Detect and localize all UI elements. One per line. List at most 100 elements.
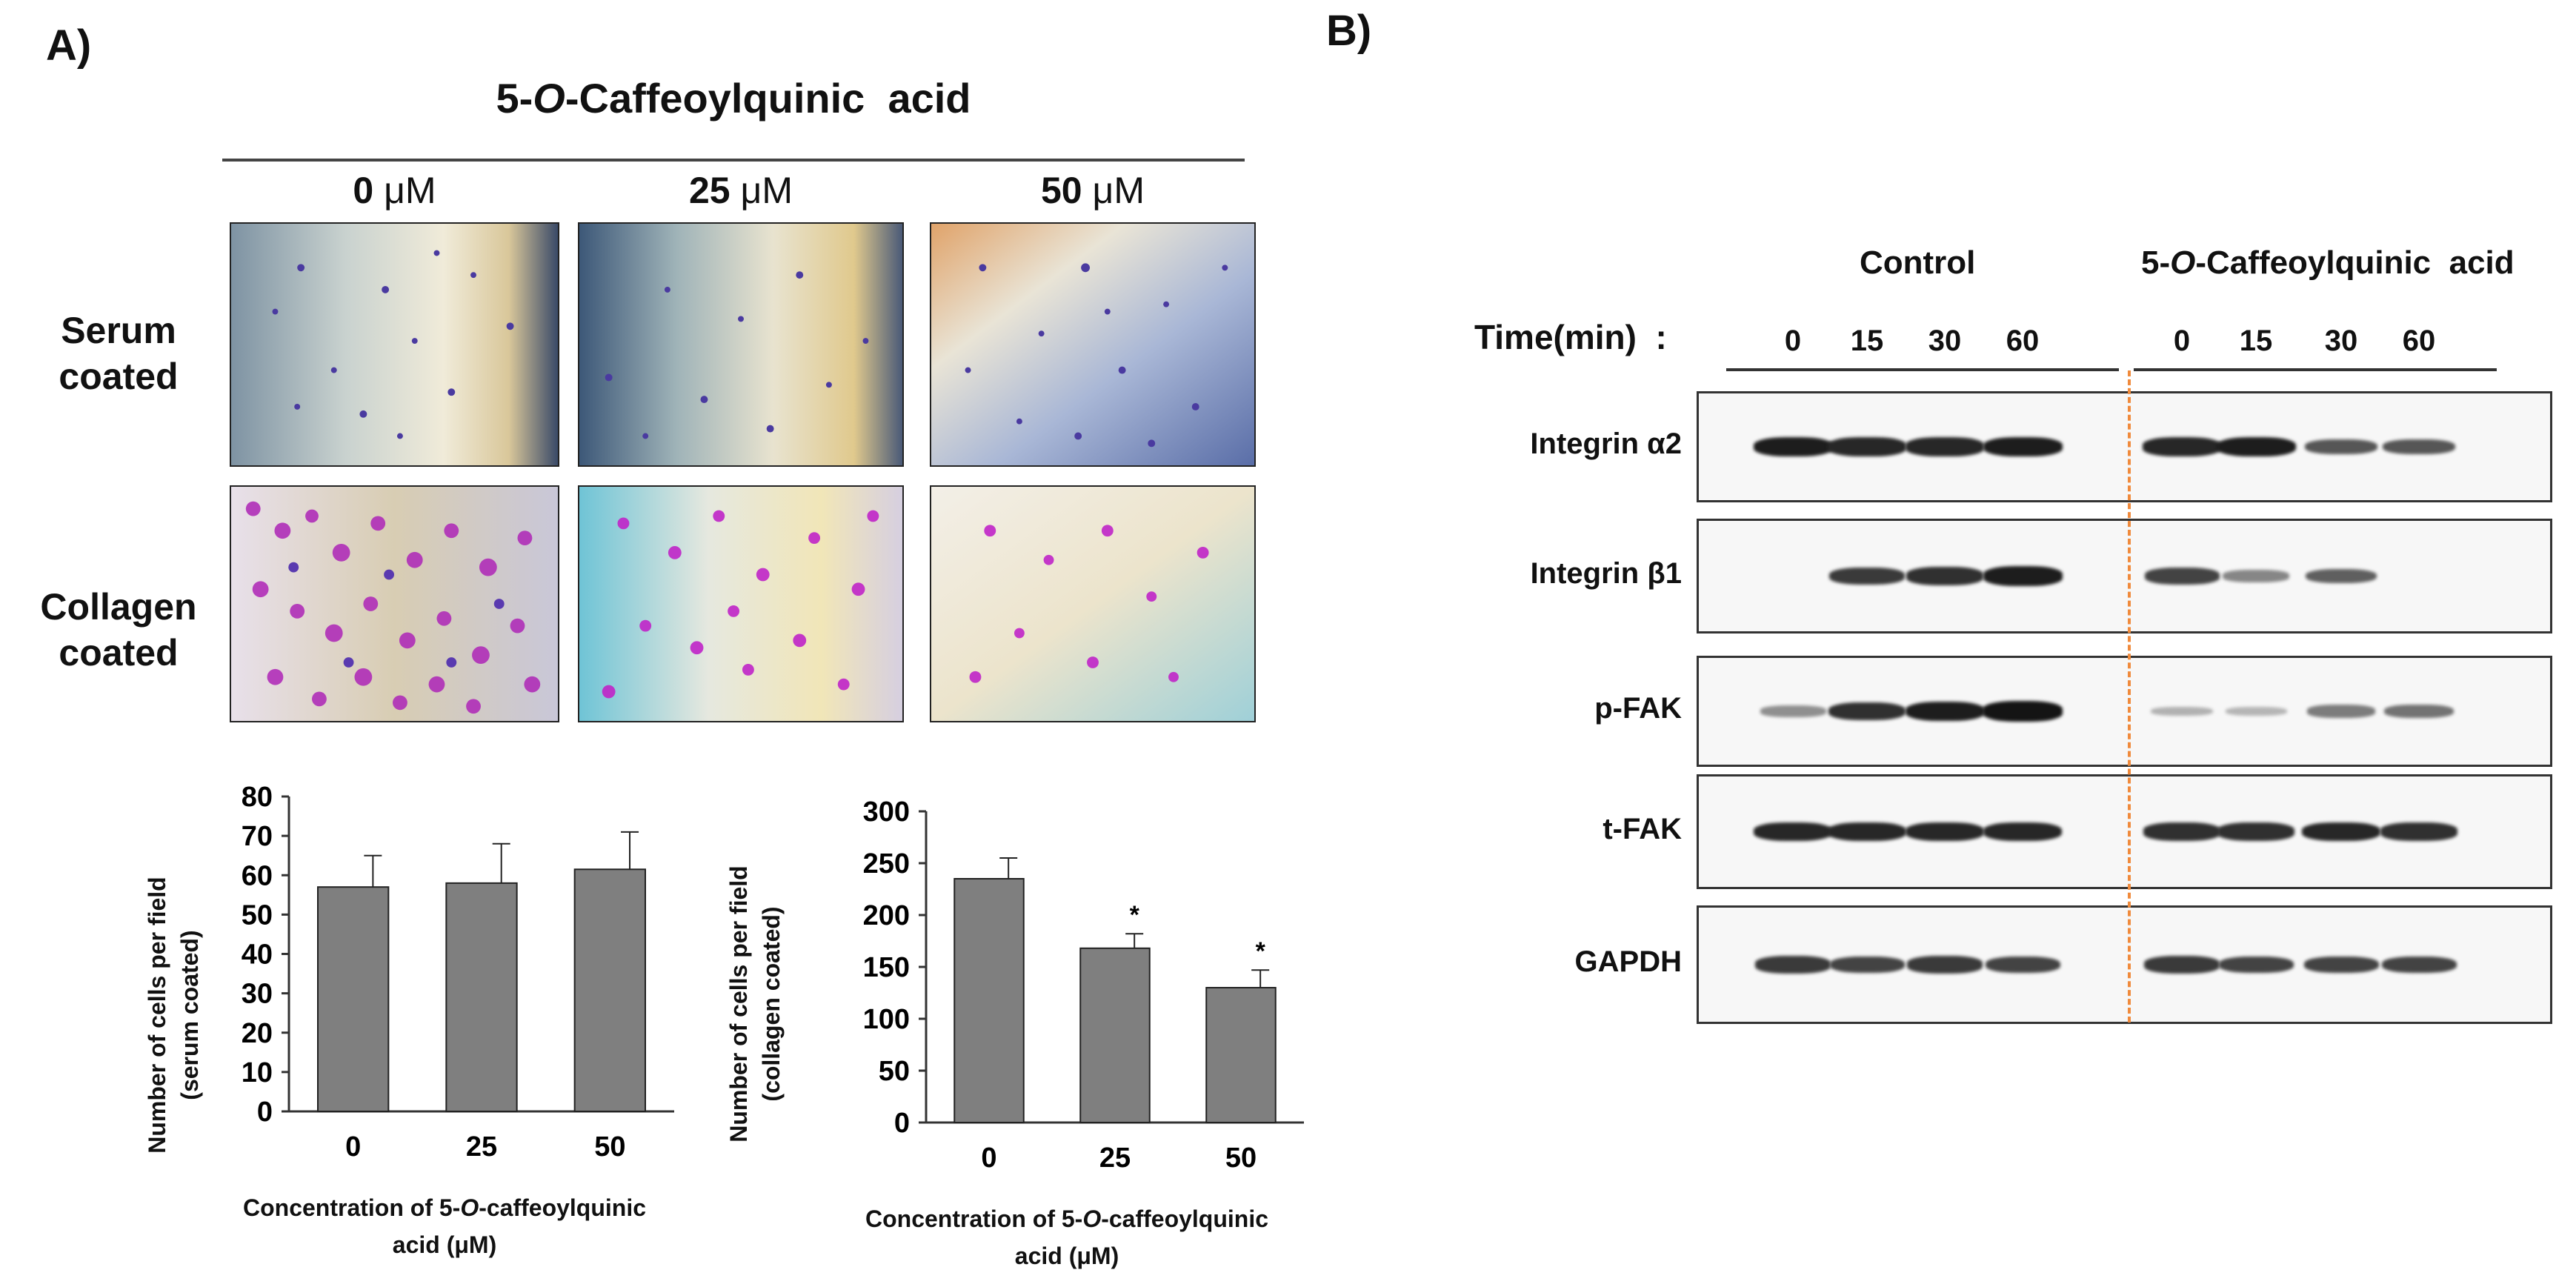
blot-band (1754, 956, 1831, 974)
blot-band (2302, 822, 2380, 842)
y-tick-label: 50 (242, 899, 273, 931)
blot-band (2143, 437, 2221, 456)
row-label-serum: Serum coated (59, 310, 179, 397)
y-tick-label: 60 (242, 860, 273, 891)
blot-band (1906, 437, 1984, 456)
collagen-50uM-micrograph (930, 485, 1256, 722)
time-point-7: 60 (2402, 325, 2436, 357)
blot-band (1828, 702, 1906, 721)
time-point-0: 0 (1784, 325, 1802, 357)
blot-band (1760, 705, 1826, 717)
collagen-bar-chart: 0 50 100 150 200 250 300 0 * 25 * 50 (863, 797, 1304, 1174)
collagen-25uM-micrograph (578, 485, 904, 722)
blot-band (2144, 568, 2220, 585)
time-point-1: 15 (1850, 325, 1884, 357)
time-point-4: 0 (2173, 325, 2191, 357)
blot-band (2305, 568, 2377, 584)
bar-50 (1205, 987, 1277, 1123)
blot-membrane-1 (1697, 519, 2552, 633)
compound-title-underline (222, 159, 1245, 162)
blot-label-3: t-FAK (1602, 812, 1682, 845)
treatment-underline (2134, 368, 2497, 371)
blot-band (1985, 956, 2060, 974)
y-tick-label: 300 (863, 797, 910, 828)
control-underline (1726, 368, 2119, 371)
bar-25 (1079, 947, 1151, 1123)
x-tick-label: 25 (466, 1131, 497, 1163)
serum-25uM-micrograph (578, 222, 904, 467)
serum-bar-chart: 0 10 20 30 40 50 60 70 80 0 25 50 (242, 785, 674, 1163)
time-point-3: 60 (2006, 325, 2040, 357)
blot-band (2217, 822, 2294, 841)
panel-b-label: B) (1326, 7, 1372, 55)
collagen-0uM-micrograph (230, 485, 559, 722)
conc-header-0: 0 μM (353, 170, 436, 211)
y-tick-label: 200 (863, 900, 910, 931)
group-treatment-label: 5-O-Caffeoylquinic acid (2141, 245, 2515, 281)
blot-band (2307, 705, 2375, 718)
time-label: Time(min) : (1474, 318, 1667, 356)
blot-band (1983, 822, 2062, 842)
blot-band (2303, 956, 2379, 974)
panel-a-compound-title: 5-O-Caffeoylquinic acid (496, 75, 971, 122)
y-tick-label: 250 (863, 848, 910, 879)
blot-band (1828, 822, 1906, 842)
time-point-6: 30 (2324, 325, 2358, 357)
blot-band (1828, 567, 1906, 585)
blot-band (1983, 436, 2063, 457)
blot-label-1: Integrin β1 (1530, 556, 1682, 590)
blot-band (1754, 822, 1832, 842)
serum-50uM-micrograph (930, 222, 1256, 467)
bar-50 (573, 868, 647, 1112)
time-point-2: 30 (1928, 325, 1962, 357)
y-tick-label: 70 (242, 821, 273, 852)
conc-header-50: 50 μM (1041, 170, 1145, 211)
blot-band (2222, 570, 2290, 582)
blot-band (2151, 706, 2213, 716)
y-tick-label: 20 (242, 1018, 273, 1049)
blot-band (2216, 436, 2296, 457)
blot-label-2: p-FAK (1594, 692, 1682, 725)
y-tick-label: 30 (242, 979, 273, 1010)
blot-band (1906, 822, 1984, 842)
bar-0 (317, 886, 390, 1112)
y-tick-label: 50 (879, 1056, 910, 1087)
blot-label-0: Integrin α2 (1530, 428, 1682, 460)
blot-band (2384, 704, 2454, 719)
blot-band (2225, 707, 2287, 716)
significance-50: * (1256, 937, 1266, 965)
blot-band (2381, 956, 2457, 974)
group-divider-dashed (2128, 370, 2131, 1022)
panel-a-label: A) (46, 21, 92, 70)
x-tick-label: 50 (594, 1131, 625, 1163)
significance-25: * (1130, 901, 1140, 929)
serum-0uM-micrograph (230, 222, 559, 467)
blot-band (1982, 701, 2063, 722)
row-label-collagen: Collagen coated (40, 586, 197, 674)
y-tick-label: 0 (257, 1097, 273, 1128)
y-tick-label: 80 (242, 785, 273, 813)
blot-band (2380, 822, 2457, 841)
x-tick-label: 0 (345, 1131, 361, 1163)
x-tick-label: 25 (1099, 1143, 1131, 1174)
blot-label-4: GAPDH (1574, 945, 1682, 978)
blot-band (1753, 436, 1833, 457)
blot-band (2383, 439, 2455, 455)
blot-band (1906, 956, 1983, 974)
collagen-ylabel: Number of cells per field (collagen coat… (725, 865, 785, 1143)
blot-band (2218, 956, 2294, 974)
blot-band (2143, 956, 2220, 974)
y-tick-label: 10 (242, 1057, 273, 1088)
y-tick-label: 150 (863, 952, 910, 983)
blot-band (1983, 566, 2063, 586)
blot-band (2143, 822, 2220, 841)
group-control-label: Control (1860, 245, 1976, 281)
time-point-5: 15 (2239, 325, 2273, 357)
collagen-xlabel: Concentration of 5-O-caffeoylquinic acid… (865, 1205, 1269, 1269)
bar-25 (445, 882, 518, 1112)
blot-band (1828, 437, 1906, 456)
y-tick-label: 100 (863, 1004, 910, 1035)
y-tick-label: 40 (242, 940, 273, 971)
x-tick-label: 50 (1225, 1143, 1257, 1174)
x-tick-label: 0 (981, 1143, 996, 1174)
